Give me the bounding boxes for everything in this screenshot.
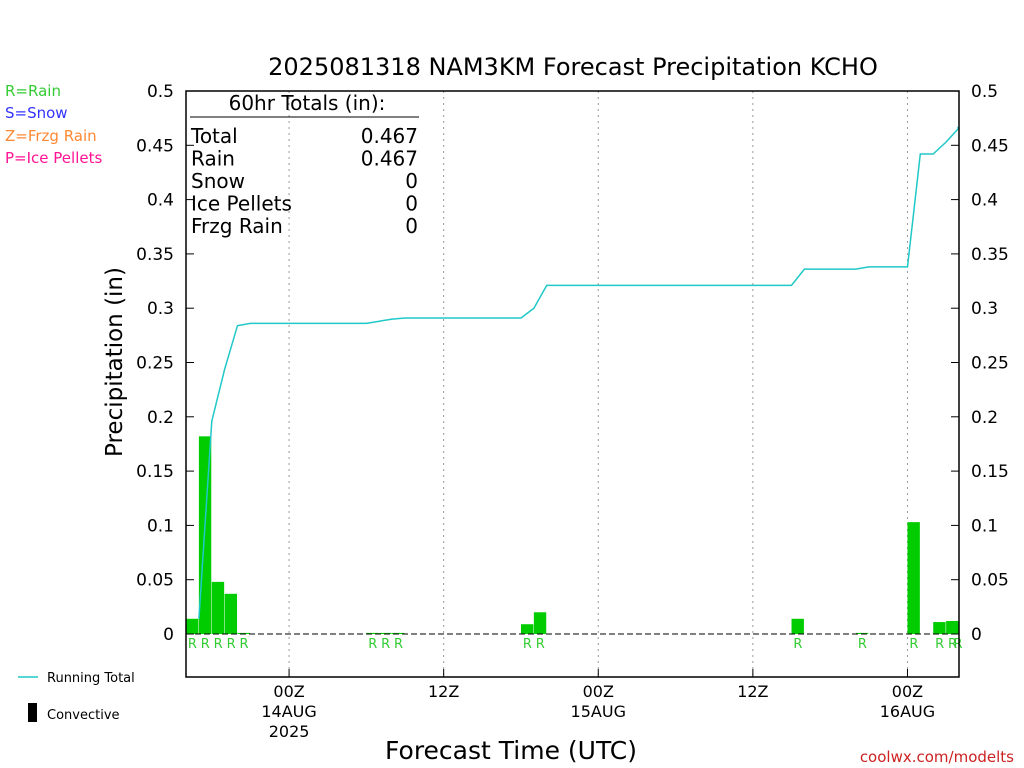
precip-bar xyxy=(186,618,199,634)
precip-bar xyxy=(946,620,959,634)
chart-title: 2025081318 NAM3KM Forecast Precipitation… xyxy=(268,53,878,81)
totals-header: 60hr Totals (in): xyxy=(229,91,386,115)
precip-bars xyxy=(186,436,959,634)
y-tick-label-right: 0.25 xyxy=(971,354,1009,374)
y-tick-label-right: 0 xyxy=(971,625,982,645)
precip-type-label: R xyxy=(227,637,236,652)
legend-rain: R=Rain xyxy=(5,82,61,100)
totals-row-value: 0 xyxy=(405,169,418,193)
y-axis-right: 0 0.05 0.1 0.15 0.2 0.25 0.3 0.35 0.4 0.45 0.5 xyxy=(951,82,1009,645)
x-tick-label: 00Z xyxy=(583,682,614,701)
y-tick-label-right: 0.4 xyxy=(971,191,998,211)
totals-row-value: 0.467 xyxy=(361,147,418,171)
y-tick-label-left: 0.2 xyxy=(147,408,174,428)
y-tick-label-right: 0.15 xyxy=(971,462,1009,482)
x-tick-label: 12Z xyxy=(428,682,459,701)
y-tick-label-right: 0.35 xyxy=(971,245,1009,265)
y-tick-label-right: 0.05 xyxy=(971,571,1009,591)
totals-row-value: 0 xyxy=(405,192,418,216)
totals-row-label: Total xyxy=(190,124,238,148)
totals-row-label: Snow xyxy=(191,169,245,193)
y-tick-label-left: 0.3 xyxy=(147,299,174,319)
precip-type-label: R xyxy=(381,637,390,652)
precip-bar xyxy=(392,632,405,634)
precip-type-label: R xyxy=(953,637,962,652)
y-tick-label-left: 0.15 xyxy=(136,462,174,482)
y-tick-label-right: 0.2 xyxy=(971,408,998,428)
x-tick-label: 12Z xyxy=(737,682,768,701)
precip-type-label: R xyxy=(188,637,197,652)
precip-bar xyxy=(855,632,869,634)
precip-type-label: R xyxy=(368,637,377,652)
precip-type-label: R xyxy=(858,637,867,652)
precip-type-label: R xyxy=(214,637,223,652)
precip-bar xyxy=(791,618,804,634)
totals-box: 60hr Totals (in): Total 0.467 Rain 0.467 Sno… xyxy=(190,91,419,238)
x-tick-label: 00Z xyxy=(892,682,923,701)
vertical-gridlines xyxy=(288,91,908,677)
x-tick-label: 15AUG xyxy=(571,702,626,721)
precip-bar xyxy=(366,632,379,634)
y-tick-label-left: 0.35 xyxy=(136,245,174,265)
precip-type-label: R xyxy=(793,637,802,652)
legend-frzg-rain: Z=Frzg Rain xyxy=(5,127,97,145)
totals-row-label: Frzg Rain xyxy=(191,214,283,238)
precip-bar xyxy=(379,632,392,634)
y-tick-label-left: 0 xyxy=(163,625,174,645)
precip-type-label: R xyxy=(909,637,918,652)
convective-legend-label: Convective xyxy=(47,708,120,723)
precip-type-label: R xyxy=(523,637,532,652)
precip-type-label: R xyxy=(239,637,248,652)
totals-row-value: 0.467 xyxy=(361,124,418,148)
x-axis-label: Forecast Time (UTC) xyxy=(385,736,637,765)
y-axis-label: Precipitation (in) xyxy=(102,267,128,457)
y-tick-label-left: 0.05 xyxy=(136,571,174,591)
x-tick-label: 16AUG xyxy=(880,702,935,721)
y-tick-label-left: 0.5 xyxy=(147,82,174,102)
precip-type-labels: R R R R R R R R R R R R R R RR xyxy=(188,637,963,652)
totals-rows: Total 0.467 Rain 0.467 Snow 0 Ice Pellets 0 Frzg… xyxy=(190,124,418,238)
precip-type-label: R xyxy=(935,637,944,652)
x-tick-label: 00Z xyxy=(273,682,304,701)
y-tick-label-left: 0.4 xyxy=(147,191,174,211)
precip-bar xyxy=(237,632,250,634)
y-axis-left: 0 0.05 0.1 0.15 0.2 0.25 0.3 0.35 0.4 0.45 0.5 xyxy=(136,82,194,645)
y-tick-label-right: 0.5 xyxy=(971,82,998,102)
y-tick-label-right: 0.3 xyxy=(971,299,998,319)
legend-snow: S=Snow xyxy=(5,104,68,122)
precip-type-label: R xyxy=(948,637,957,652)
y-tick-label-left: 0.45 xyxy=(136,136,174,156)
watermark: coolwx.com/modelts xyxy=(860,748,1014,766)
precip-bar xyxy=(907,522,920,634)
precip-type-label: R xyxy=(536,637,545,652)
series-legend: Running Total Convective xyxy=(18,671,135,723)
legend-ice-pellets: P=Ice Pellets xyxy=(5,149,102,167)
plot-frame xyxy=(185,90,960,678)
x-tick-label: 2025 xyxy=(269,722,310,741)
precip-bar xyxy=(211,581,225,634)
y-tick-label-right: 0.45 xyxy=(971,136,1009,156)
x-tick-label: 14AUG xyxy=(261,702,316,721)
totals-row-value: 0 xyxy=(405,214,418,238)
y-tick-label-left: 0.1 xyxy=(147,516,174,536)
running-total-line xyxy=(198,126,959,619)
precip-bar xyxy=(224,593,238,634)
running-total-legend-label: Running Total xyxy=(47,671,135,686)
y-tick-label-left: 0.25 xyxy=(136,354,174,374)
totals-row-label: Rain xyxy=(191,147,235,171)
y-tick-label-right: 0.1 xyxy=(971,516,998,536)
precip-type-legend: R=Rain S=Snow Z=Frzg Rain P=Ice Pellets xyxy=(5,82,102,167)
precip-type-label: R xyxy=(201,637,210,652)
totals-row-label: Ice Pellets xyxy=(191,192,292,216)
precip-bar xyxy=(933,622,946,634)
precip-bar xyxy=(533,612,547,634)
precip-bar xyxy=(520,624,534,634)
convective-legend-swatch xyxy=(28,703,37,722)
precip-type-label: R xyxy=(394,637,403,652)
